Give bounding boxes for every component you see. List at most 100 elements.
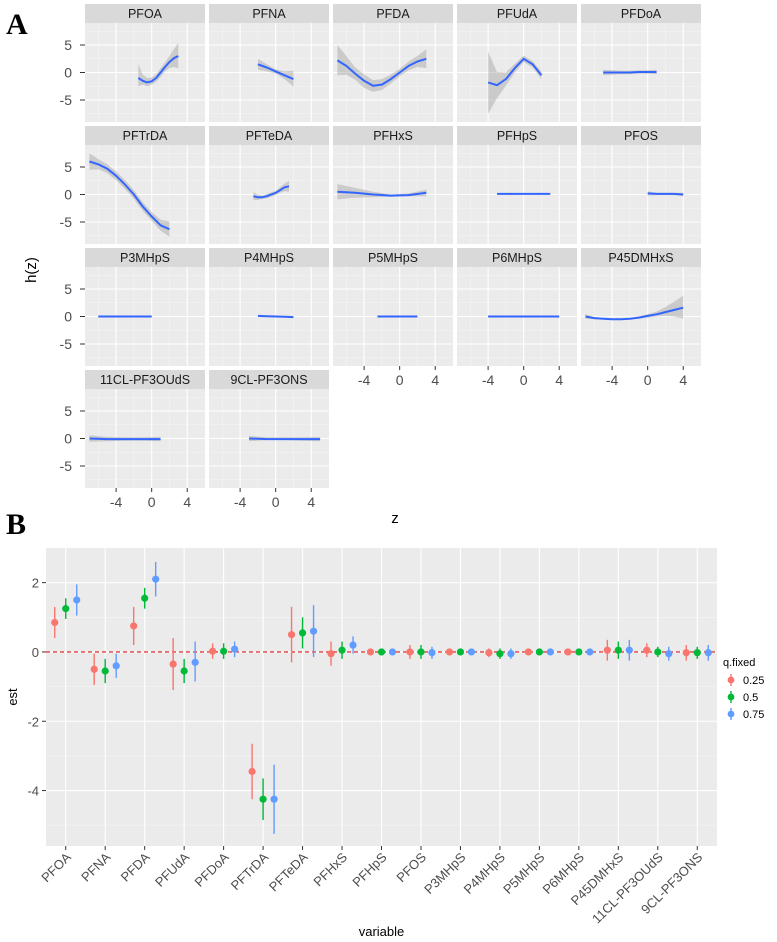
data-point bbox=[704, 649, 712, 657]
fitted-line bbox=[257, 314, 294, 319]
facet-title: P6MHpS bbox=[492, 251, 542, 265]
x-tick-label: PFHpS bbox=[349, 849, 389, 889]
facet-title: P4MHpS bbox=[244, 251, 294, 265]
data-point bbox=[90, 665, 98, 673]
facet-title: PFDoA bbox=[621, 7, 662, 21]
confidence-band bbox=[257, 58, 294, 87]
facet-title: PFTrDA bbox=[123, 129, 168, 143]
facet-title: P45DMHxS bbox=[608, 251, 673, 265]
data-point bbox=[417, 648, 425, 656]
fitted-line bbox=[137, 55, 179, 84]
data-point bbox=[327, 650, 335, 658]
facet-title: PFOS bbox=[624, 129, 658, 143]
data-point bbox=[428, 649, 436, 657]
data-point bbox=[191, 658, 199, 666]
data-point bbox=[535, 648, 543, 656]
data-point bbox=[169, 660, 177, 668]
data-point bbox=[377, 648, 386, 656]
x-tick-label: PFTrDA bbox=[228, 849, 272, 893]
legend-label: 0.25 bbox=[743, 675, 764, 687]
x-tick-label: 11CL-PF3OUdS bbox=[589, 849, 666, 926]
data-point bbox=[152, 575, 160, 583]
data-point bbox=[248, 767, 256, 776]
y-tick-label: 0 bbox=[32, 645, 39, 660]
legend-title: q.fixed bbox=[723, 657, 755, 669]
x-tick-label: 4 bbox=[679, 372, 687, 388]
data-point bbox=[338, 646, 346, 654]
legend-label: 0.75 bbox=[743, 709, 764, 721]
x-tick-label: PFDA bbox=[118, 849, 153, 884]
data-point bbox=[180, 667, 188, 675]
data-point bbox=[73, 596, 81, 604]
confidence-band bbox=[337, 45, 427, 92]
fitted-line bbox=[336, 57, 427, 87]
data-point bbox=[546, 648, 554, 656]
y-tick-label: 2 bbox=[32, 576, 39, 591]
y-tick-label: 5 bbox=[64, 159, 72, 175]
data-point bbox=[349, 641, 357, 649]
x-tick-label: PFDoA bbox=[192, 849, 232, 889]
data-point bbox=[524, 648, 532, 656]
x-tick-label: 4 bbox=[307, 494, 315, 510]
facet-strip bbox=[209, 126, 329, 145]
y-axis-title: est bbox=[5, 688, 20, 706]
facet-strip bbox=[209, 248, 329, 267]
x-tick-label: P4MHpS bbox=[461, 849, 509, 897]
x-tick-label: PFNA bbox=[78, 849, 113, 884]
data-point bbox=[507, 650, 515, 658]
data-point bbox=[231, 645, 239, 653]
y-tick-label: -5 bbox=[60, 214, 73, 230]
facet-title: PFDA bbox=[376, 7, 410, 21]
data-point bbox=[51, 618, 59, 627]
data-point bbox=[112, 662, 120, 670]
data-point bbox=[366, 648, 375, 656]
facet-title: 9CL-PF3ONS bbox=[230, 373, 307, 387]
data-point bbox=[388, 648, 397, 656]
confidence-band bbox=[488, 51, 542, 114]
data-point bbox=[220, 647, 228, 655]
data-point bbox=[209, 647, 217, 655]
x-tick-label: -4 bbox=[606, 372, 619, 388]
x-tick-label: PFOA bbox=[38, 849, 74, 885]
legend-key-point bbox=[727, 710, 735, 718]
x-tick-label: 4 bbox=[431, 372, 439, 388]
data-point bbox=[496, 650, 504, 658]
data-point bbox=[665, 650, 673, 658]
panel-b: B 2 0 -2 -4 PFOA PFNA PFDA PFUdA PFDoAPFTrDAPFTeD… bbox=[5, 508, 764, 939]
facet-title: PFTeDA bbox=[246, 129, 293, 143]
facet-strip bbox=[581, 126, 701, 145]
y-tick-label: 0 bbox=[64, 187, 72, 203]
fitted-line bbox=[337, 190, 427, 197]
data-point bbox=[130, 622, 138, 630]
facet-strip bbox=[85, 4, 205, 23]
data-point bbox=[101, 667, 109, 675]
fitted-line bbox=[253, 185, 290, 199]
data-point bbox=[270, 795, 278, 803]
y-tick-label: 5 bbox=[64, 281, 72, 297]
data-point bbox=[309, 627, 318, 635]
confidence-band bbox=[89, 153, 170, 237]
data-point bbox=[287, 631, 296, 639]
y-tick-label: 5 bbox=[64, 37, 72, 53]
data-point bbox=[406, 648, 414, 656]
y-tick-label: 0 bbox=[64, 65, 72, 81]
fitted-line bbox=[647, 192, 684, 196]
data-point bbox=[564, 648, 572, 656]
x-tick-label: -4 bbox=[234, 494, 247, 510]
data-point bbox=[625, 646, 633, 654]
fitted-line bbox=[487, 57, 543, 87]
facet-title: P3MHpS bbox=[120, 251, 170, 265]
data-point bbox=[682, 649, 690, 657]
facet-title: PFHxS bbox=[373, 129, 413, 143]
x-tick-label: PFOS bbox=[393, 849, 429, 885]
panel-label-a: A bbox=[6, 8, 28, 41]
data-point bbox=[467, 648, 476, 656]
facet-strip bbox=[209, 370, 329, 389]
confidence-band bbox=[138, 42, 179, 87]
facet-strip bbox=[333, 4, 453, 23]
x-tick-label: 0 bbox=[520, 372, 528, 388]
facet-strip bbox=[581, 248, 701, 267]
data-point bbox=[62, 605, 70, 613]
facet-strip bbox=[457, 4, 577, 23]
facet-title: PFUdA bbox=[497, 7, 538, 21]
